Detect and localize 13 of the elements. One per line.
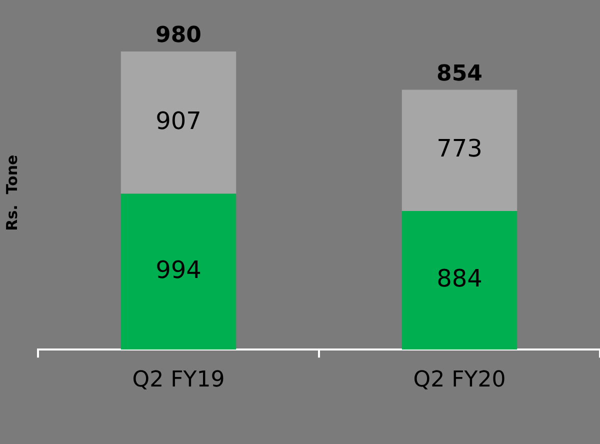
bar bbox=[402, 210, 518, 350]
bar bbox=[120, 52, 236, 194]
x-tick-label: Q2 FY20 bbox=[413, 368, 506, 393]
data-label: 773 bbox=[436, 134, 482, 163]
bar bbox=[402, 90, 518, 211]
x-tick-label: Q2 FY19 bbox=[132, 368, 225, 393]
y-axis-title: Rs. Tone bbox=[2, 154, 21, 231]
annotation: 854 bbox=[436, 62, 482, 86]
annotation: 980 bbox=[156, 23, 202, 48]
bar bbox=[120, 194, 236, 350]
data-label: 994 bbox=[156, 256, 202, 284]
data-label: 884 bbox=[436, 264, 482, 293]
data-label: 907 bbox=[156, 106, 202, 135]
